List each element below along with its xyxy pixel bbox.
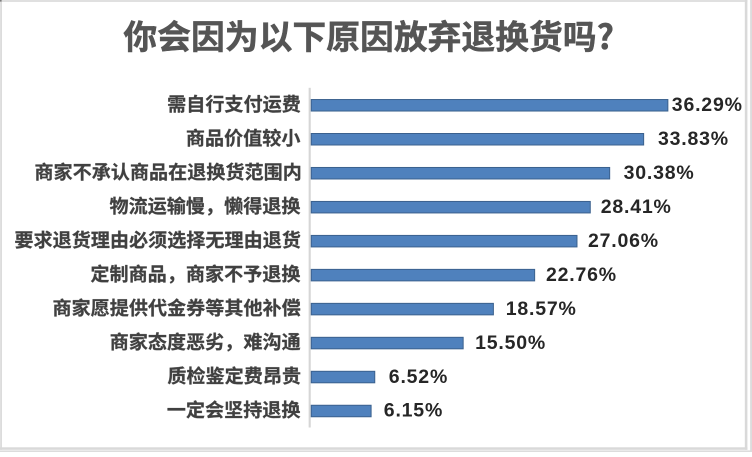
svg-text:33.83%: 33.83% <box>658 128 729 150</box>
svg-text:27.06%: 27.06% <box>588 230 659 252</box>
svg-text:28.41%: 28.41% <box>601 196 672 218</box>
svg-text:6.52%: 6.52% <box>389 366 448 388</box>
svg-text:36.29%: 36.29% <box>672 94 743 116</box>
svg-text:22.76%: 22.76% <box>546 264 617 286</box>
svg-text:15.50%: 15.50% <box>475 332 546 354</box>
svg-text:18.57%: 18.57% <box>506 298 577 320</box>
svg-text:30.38%: 30.38% <box>624 162 695 184</box>
svg-text:6.15%: 6.15% <box>384 400 443 422</box>
